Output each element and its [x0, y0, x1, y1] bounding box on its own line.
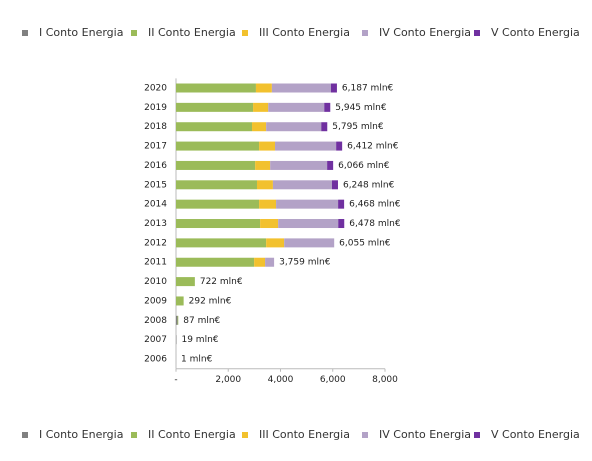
y-tick-label: 2010: [144, 277, 167, 287]
bar-segment: [176, 161, 255, 170]
legend-swatch: [22, 30, 28, 36]
y-tick-label: 2020: [144, 84, 167, 94]
total-label: 722 mln€: [200, 277, 243, 287]
legend-swatch: [362, 30, 368, 36]
bar-segment: [176, 316, 178, 325]
bar-segment: [278, 219, 338, 228]
total-label: 5,795 mln€: [332, 122, 384, 132]
bar-segment: [252, 122, 266, 131]
total-label: 6,187 mln€: [342, 84, 394, 94]
bar-segment: [331, 84, 337, 93]
bar-segment: [254, 258, 265, 267]
y-tick-label: 2006: [144, 355, 167, 365]
x-tick-label: 6,000: [320, 375, 346, 385]
bar-segment: [321, 122, 327, 131]
legend-label: IV Conto Energia: [379, 428, 471, 441]
y-tick-label: 2013: [144, 219, 167, 229]
bar-segment: [259, 142, 275, 151]
bar-segment: [176, 219, 260, 228]
bar-segment: [259, 200, 276, 209]
total-label: 6,468 mln€: [349, 200, 401, 210]
legend-swatch: [131, 432, 137, 438]
total-label: 6,412 mln€: [347, 142, 399, 152]
legend-label: I Conto Energia: [39, 26, 123, 39]
legend-swatch: [362, 432, 368, 438]
legend-label: V Conto Energia: [491, 428, 580, 441]
legend-swatch: [242, 30, 248, 36]
legend-swatch: [22, 432, 28, 438]
bar-segment: [266, 122, 321, 131]
total-label: 6,478 mln€: [349, 219, 401, 229]
bar-segment: [176, 296, 184, 305]
legend-label: I Conto Energia: [39, 428, 123, 441]
total-label: 5,945 mln€: [335, 103, 387, 113]
y-tick-label: 2016: [144, 161, 167, 171]
y-tick-label: 2017: [144, 142, 167, 152]
total-label: 3,759 mln€: [279, 258, 331, 268]
x-tick-label: 4,000: [268, 375, 294, 385]
bar-segment: [284, 238, 334, 247]
bar-segment: [255, 161, 270, 170]
bar-segment: [276, 200, 338, 209]
x-tick-label: -: [174, 375, 177, 385]
y-tick-label: 2007: [144, 335, 167, 345]
total-label: 87 mln€: [183, 316, 220, 326]
bar-segment: [265, 258, 274, 267]
y-tick-label: 2008: [144, 316, 167, 326]
bar-segment: [256, 84, 272, 93]
bar-segment: [176, 142, 259, 151]
bar-segment: [253, 103, 268, 112]
legend-label: IV Conto Energia: [379, 26, 471, 39]
total-label: 19 mln€: [181, 335, 218, 345]
bar-segment: [338, 200, 344, 209]
y-tick-label: 2015: [144, 180, 167, 190]
y-tick-label: 2009: [144, 296, 167, 306]
bar-segment: [338, 219, 344, 228]
legend-swatch: [474, 30, 480, 36]
legend-label: V Conto Energia: [491, 26, 580, 39]
bar-segment: [270, 161, 327, 170]
y-tick-label: 2019: [144, 103, 167, 113]
bar-segment: [176, 277, 195, 286]
bar-segment: [332, 180, 338, 189]
bar-segment: [176, 258, 254, 267]
total-label: 6,248 mln€: [343, 180, 395, 190]
x-tick-label: 8,000: [372, 375, 398, 385]
bar-segment: [272, 84, 331, 93]
bar-segment: [266, 238, 284, 247]
bar-segment: [176, 180, 257, 189]
x-tick-label: 2,000: [215, 375, 241, 385]
y-tick-label: 2012: [144, 238, 167, 248]
legend-label: III Conto Energia: [259, 428, 350, 441]
legend-swatch: [131, 30, 137, 36]
bar-segment: [176, 103, 253, 112]
bar-segment: [178, 316, 179, 325]
legend-label: III Conto Energia: [259, 26, 350, 39]
total-label: 292 mln€: [189, 296, 232, 306]
bar-segment: [336, 142, 342, 151]
total-label: 6,066 mln€: [338, 161, 390, 171]
total-label: 6,055 mln€: [339, 238, 391, 248]
bar-segment: [268, 103, 324, 112]
bar-segment: [257, 180, 273, 189]
legend-swatch: [242, 432, 248, 438]
bar-segment: [176, 238, 266, 247]
bar-segment: [176, 122, 252, 131]
total-label: 1 mln€: [181, 355, 213, 365]
bar-segment: [327, 161, 333, 170]
bar-segment: [260, 219, 278, 228]
legend-label: II Conto Energia: [148, 428, 236, 441]
bar-segment: [275, 142, 336, 151]
legend-swatch: [474, 432, 480, 438]
bar-segment: [176, 200, 259, 209]
y-tick-label: 2011: [144, 258, 167, 268]
bar-segment: [273, 180, 332, 189]
y-tick-label: 2014: [144, 200, 167, 210]
bar-segment: [324, 103, 330, 112]
legend-label: II Conto Energia: [148, 26, 236, 39]
bar-segment: [176, 84, 256, 93]
y-tick-label: 2018: [144, 122, 167, 132]
